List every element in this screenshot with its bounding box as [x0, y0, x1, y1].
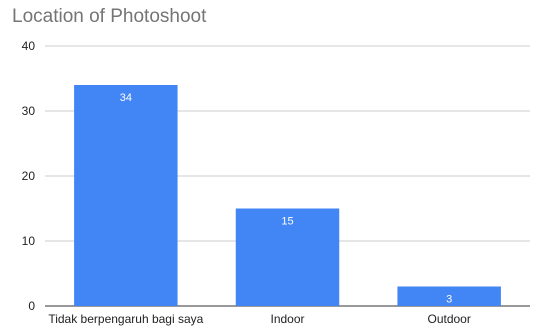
x-tick-label: Outdoor — [427, 312, 470, 326]
data-label: 34 — [120, 92, 132, 104]
bar — [235, 208, 340, 306]
bar — [397, 286, 501, 306]
y-tick-label: 30 — [22, 104, 36, 118]
y-tick-label: 20 — [22, 169, 36, 183]
data-label: 15 — [281, 216, 293, 228]
y-tick-label: 0 — [28, 299, 35, 313]
bar — [74, 85, 178, 306]
chart-title: Location of Photoshoot — [12, 6, 207, 27]
data-label: 3 — [446, 294, 452, 306]
y-tick-label: 40 — [22, 39, 36, 53]
y-tick-label: 10 — [22, 234, 36, 248]
x-tick-label: Tidak berpengaruh bagi saya — [48, 312, 203, 326]
x-tick-label: Indoor — [270, 312, 304, 326]
